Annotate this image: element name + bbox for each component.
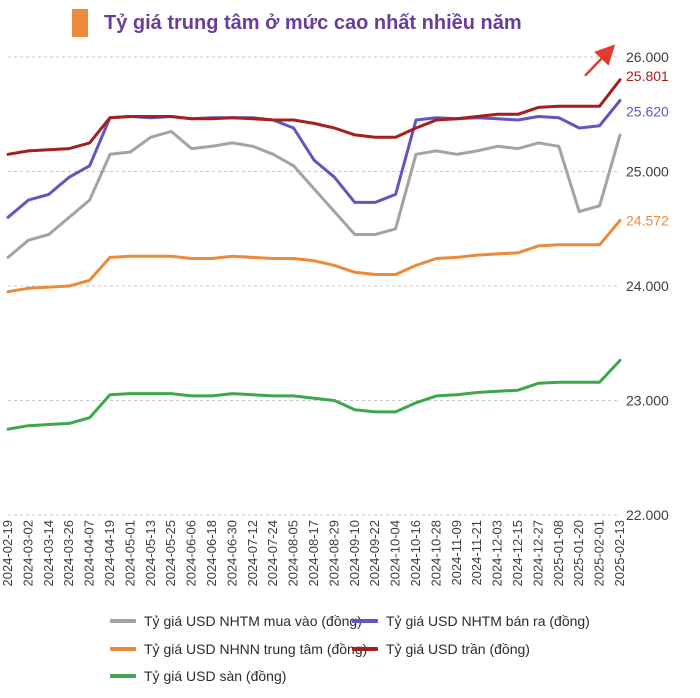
x-tick-label: 2024-10-04	[388, 520, 403, 587]
x-axis-ticks: 2024-02-19 2024-03-02 2024-03-14 2024-03-26…	[0, 520, 627, 587]
x-tick-label: 2024-05-25	[163, 520, 178, 587]
series-layer	[6, 78, 622, 431]
grid-layer	[8, 56, 620, 516]
series-line-1	[6, 99, 622, 219]
legend-swatch	[110, 647, 136, 651]
annotation-layer: 25.801 25.620 24.572	[584, 44, 669, 229]
x-tick-label: 2024-11-09	[449, 520, 464, 586]
legend-label: Tỷ giá USD sàn (đồng)	[144, 668, 287, 684]
x-tick-label: 2025-02-01	[592, 520, 607, 587]
legend-swatch	[110, 674, 136, 678]
legend-label: Tỷ giá USD NHTM bán ra (đồng)	[386, 613, 590, 629]
series-line-3	[6, 78, 622, 156]
legend-item-buy: Tỷ giá USD NHTM mua vào (đồng)	[110, 613, 362, 629]
y-tick-label: 26.000	[626, 49, 669, 65]
x-tick-label: 2024-05-13	[143, 520, 158, 587]
y-tick-label: 25.000	[626, 164, 669, 180]
legend-label: Tỷ giá USD trần (đồng)	[386, 641, 530, 657]
x-tick-label: 2025-01-20	[571, 520, 586, 587]
x-tick-label: 2024-09-10	[347, 520, 362, 587]
chart-title-bar: Tỷ giá trung tâm ở mức cao nhất nhiều nă…	[72, 8, 522, 38]
x-tick-label: 2024-06-30	[224, 520, 239, 587]
legend-item-sell: Tỷ giá USD NHTM bán ra (đồng)	[352, 613, 590, 629]
legend-item-floor: Tỷ giá USD sàn (đồng)	[110, 668, 286, 684]
y-tick-label: 22.000	[626, 507, 669, 523]
x-tick-label: 2024-06-06	[184, 520, 199, 587]
x-tick-label: 2024-05-01	[122, 520, 137, 587]
x-tick-label: 2024-03-14	[41, 520, 56, 587]
x-tick-label: 2024-12-03	[490, 520, 505, 587]
x-tick-label: 2024-12-15	[510, 520, 525, 587]
x-tick-label: 2024-07-24	[265, 520, 280, 587]
legend-item-central: Tỷ giá USD NHNN trung tâm (đồng)	[110, 641, 367, 657]
x-tick-label: 2024-08-17	[306, 520, 321, 587]
end-label-sell: 25.620	[626, 104, 669, 120]
x-tick-label: 2024-11-21	[469, 520, 484, 586]
trend-arrow-icon	[584, 44, 616, 77]
x-tick-label: 2024-03-26	[61, 520, 76, 587]
legend-item-ceiling: Tỷ giá USD trần (đồng)	[352, 641, 530, 657]
y-axis-ticks: 22.000 23.000 24.000 25.000 26.000	[626, 49, 669, 523]
x-tick-label: 2024-08-29	[326, 520, 341, 587]
series-line-2	[6, 219, 622, 294]
end-label-central: 24.572	[626, 213, 669, 229]
legend-swatch	[352, 647, 378, 651]
x-tick-label: 2024-12-27	[530, 520, 545, 587]
x-tick-label: 2024-02-19	[0, 520, 15, 587]
x-tick-label: 2024-07-12	[245, 520, 260, 587]
series-line-4	[6, 358, 622, 431]
end-label-ceiling: 25.801	[626, 68, 669, 84]
x-tick-label: 2024-10-16	[408, 520, 423, 587]
x-tick-label: 2024-04-07	[82, 520, 97, 587]
title-marker	[72, 9, 88, 37]
x-tick-label: 2024-10-28	[428, 520, 443, 587]
x-tick-label: 2024-09-22	[367, 520, 382, 587]
legend-swatch	[110, 619, 136, 623]
y-tick-label: 24.000	[626, 278, 669, 294]
legend-swatch	[352, 619, 378, 623]
x-tick-label: 2024-04-19	[102, 520, 117, 587]
x-tick-label: 2024-03-02	[20, 520, 35, 587]
x-tick-label: 2025-01-08	[551, 520, 566, 587]
chart-title: Tỷ giá trung tâm ở mức cao nhất nhiều nă…	[104, 11, 522, 34]
x-tick-label: 2024-06-18	[204, 520, 219, 587]
legend-label: Tỷ giá USD NHTM mua vào (đồng)	[144, 613, 362, 629]
series-line-0	[6, 129, 622, 259]
x-tick-label: 2024-08-05	[286, 520, 301, 587]
x-tick-label: 2025-02-13	[612, 520, 627, 587]
y-tick-label: 23.000	[626, 393, 669, 409]
legend-label: Tỷ giá USD NHNN trung tâm (đồng)	[144, 641, 368, 657]
